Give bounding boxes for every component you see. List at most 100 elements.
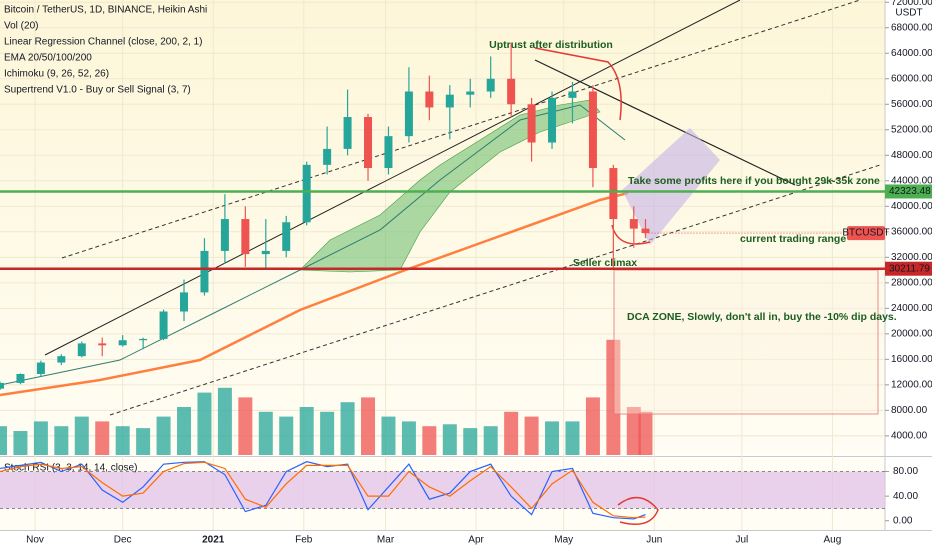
volume-bar bbox=[483, 426, 498, 455]
y-tick-label: 24000.00 bbox=[891, 303, 932, 314]
trendline bbox=[44, 0, 741, 356]
candle bbox=[36, 360, 45, 377]
candle-body bbox=[343, 117, 352, 149]
candle bbox=[159, 309, 168, 341]
volume-bar bbox=[238, 397, 253, 455]
candle-body bbox=[588, 91, 597, 169]
y-tick-label: 44000.00 bbox=[891, 175, 932, 186]
y-tick-label: 32000.00 bbox=[891, 252, 932, 263]
y-tick-label: 36000.00 bbox=[891, 226, 932, 237]
volume-bar bbox=[361, 397, 376, 455]
channel-lower bbox=[109, 164, 881, 416]
candle-body bbox=[118, 340, 127, 346]
candle-body bbox=[0, 382, 4, 389]
x-tick-label: Apr bbox=[468, 535, 484, 546]
level-tag bbox=[885, 261, 932, 276]
y-tick-label: 40000.00 bbox=[891, 201, 932, 212]
volume-bar bbox=[95, 421, 110, 455]
volume-bar bbox=[585, 397, 600, 455]
ema-100 bbox=[0, 104, 626, 386]
volume-bar bbox=[177, 407, 192, 455]
candle bbox=[16, 373, 25, 385]
volume-bar bbox=[74, 416, 89, 455]
volume-bar bbox=[504, 411, 519, 455]
candle-body bbox=[139, 338, 148, 341]
volume-bar bbox=[381, 416, 396, 455]
projection-box bbox=[622, 128, 720, 245]
candle bbox=[527, 97, 536, 162]
volume-bar bbox=[401, 421, 416, 455]
candle-body bbox=[57, 356, 66, 363]
candle-body bbox=[425, 91, 434, 108]
candle bbox=[241, 206, 250, 267]
volume-bar bbox=[606, 339, 621, 455]
candle-body bbox=[323, 148, 332, 165]
candle-body bbox=[384, 136, 393, 169]
candle bbox=[200, 238, 209, 296]
candle-body bbox=[527, 104, 536, 143]
annotation: Take some profits here if you bought 29k… bbox=[628, 175, 880, 187]
candle bbox=[425, 75, 434, 121]
stoch-band bbox=[0, 471, 885, 509]
candle bbox=[139, 337, 148, 350]
candle bbox=[609, 164, 618, 271]
volume-bar bbox=[54, 426, 69, 455]
indicator: Linear Regression Channel (close, 200, 2… bbox=[4, 37, 202, 48]
volume-bar bbox=[638, 411, 653, 455]
dca-zone bbox=[613, 269, 879, 415]
indicator: Vol (20) bbox=[4, 21, 38, 32]
annotation: DCA ZONE, Slowly, don't all in, buy the … bbox=[627, 311, 897, 323]
currency: USDT bbox=[895, 8, 922, 19]
candle bbox=[0, 381, 4, 390]
candle-body bbox=[609, 168, 618, 220]
y-tick-label: 56000.00 bbox=[891, 99, 932, 110]
candle bbox=[57, 354, 66, 366]
annotation: Seller climax bbox=[573, 257, 637, 269]
candle-body bbox=[507, 78, 516, 105]
candle-body bbox=[241, 219, 250, 255]
candle-body bbox=[282, 222, 291, 251]
candle-body bbox=[220, 219, 229, 251]
candle bbox=[629, 206, 638, 248]
candle bbox=[343, 89, 352, 156]
x-tick-label: Dec bbox=[114, 535, 132, 546]
volume-bar bbox=[524, 416, 539, 455]
volume-bar bbox=[136, 428, 151, 455]
candle-body bbox=[77, 343, 86, 357]
candle bbox=[404, 67, 413, 143]
candle-body bbox=[629, 219, 638, 229]
level-label: 30211.79 bbox=[889, 263, 930, 274]
y-tick-label: 8000.00 bbox=[891, 405, 928, 416]
x-tick-label: 2021 bbox=[202, 535, 225, 546]
candle bbox=[384, 126, 393, 175]
y-tick-label: 48000.00 bbox=[891, 150, 932, 161]
candle bbox=[77, 341, 86, 358]
price-pane bbox=[0, 0, 885, 455]
downtrend-line bbox=[534, 59, 796, 186]
y-tick-label: 12000.00 bbox=[891, 379, 932, 390]
candle-body bbox=[302, 164, 311, 223]
x-tick-label: Jun bbox=[646, 535, 662, 546]
x-tick-label: Feb bbox=[295, 535, 313, 546]
candle bbox=[261, 219, 270, 271]
indicator: Supertrend V1.0 - Buy or Sell Signal (3,… bbox=[4, 85, 191, 96]
candle-body bbox=[641, 228, 650, 234]
candle bbox=[568, 81, 577, 124]
chart-title: Bitcoin / TetherUS, 1D, BINANCE, Heikin … bbox=[4, 5, 207, 16]
volume-bar bbox=[0, 426, 7, 455]
y-tick-label: 28000.00 bbox=[891, 277, 932, 288]
x-tick-label: Aug bbox=[824, 535, 842, 546]
volume-bar bbox=[197, 392, 212, 455]
candle-body bbox=[404, 91, 413, 137]
candle bbox=[445, 85, 454, 140]
indicator: Ichimoku (9, 26, 52, 26) bbox=[4, 69, 109, 80]
volume-bar bbox=[13, 431, 28, 455]
volume-bar bbox=[422, 426, 437, 455]
candle-body bbox=[261, 250, 270, 255]
candle-body bbox=[36, 362, 45, 375]
x-tick-label: May bbox=[554, 535, 573, 546]
y-tick-label: 68000.00 bbox=[891, 22, 932, 33]
volume-bar bbox=[115, 426, 130, 455]
candle bbox=[466, 78, 475, 108]
